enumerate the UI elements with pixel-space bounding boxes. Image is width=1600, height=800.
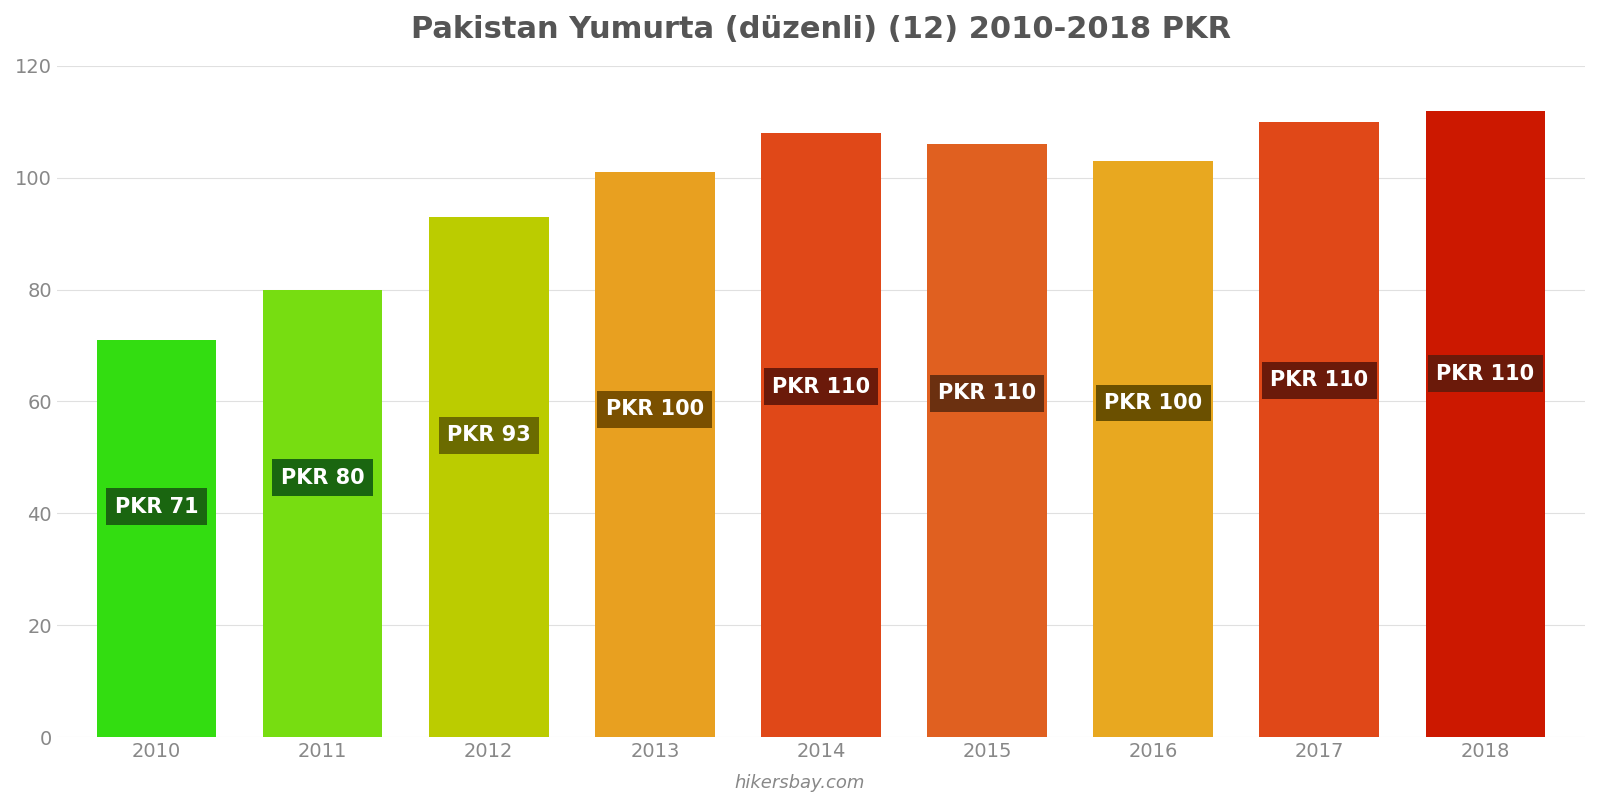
Text: PKR 110: PKR 110 — [771, 377, 870, 397]
Bar — [928, 144, 1046, 737]
Bar — [762, 133, 880, 737]
Text: PKR 71: PKR 71 — [115, 497, 198, 517]
Text: PKR 80: PKR 80 — [282, 467, 365, 487]
Text: PKR 110: PKR 110 — [1270, 370, 1368, 390]
Bar — [429, 217, 549, 737]
Bar — [96, 340, 216, 737]
Bar — [595, 172, 715, 737]
Text: PKR 110: PKR 110 — [1437, 364, 1534, 384]
Bar — [1426, 110, 1546, 737]
Bar — [1093, 161, 1213, 737]
Text: PKR 100: PKR 100 — [606, 399, 704, 419]
Text: hikersbay.com: hikersbay.com — [734, 774, 866, 792]
Text: PKR 100: PKR 100 — [1104, 393, 1202, 413]
Text: PKR 110: PKR 110 — [938, 383, 1037, 403]
Title: Pakistan Yumurta (düzenli) (12) 2010-2018 PKR: Pakistan Yumurta (düzenli) (12) 2010-201… — [411, 15, 1230, 44]
Bar — [262, 290, 382, 737]
Bar — [1259, 122, 1379, 737]
Text: PKR 93: PKR 93 — [446, 426, 531, 446]
